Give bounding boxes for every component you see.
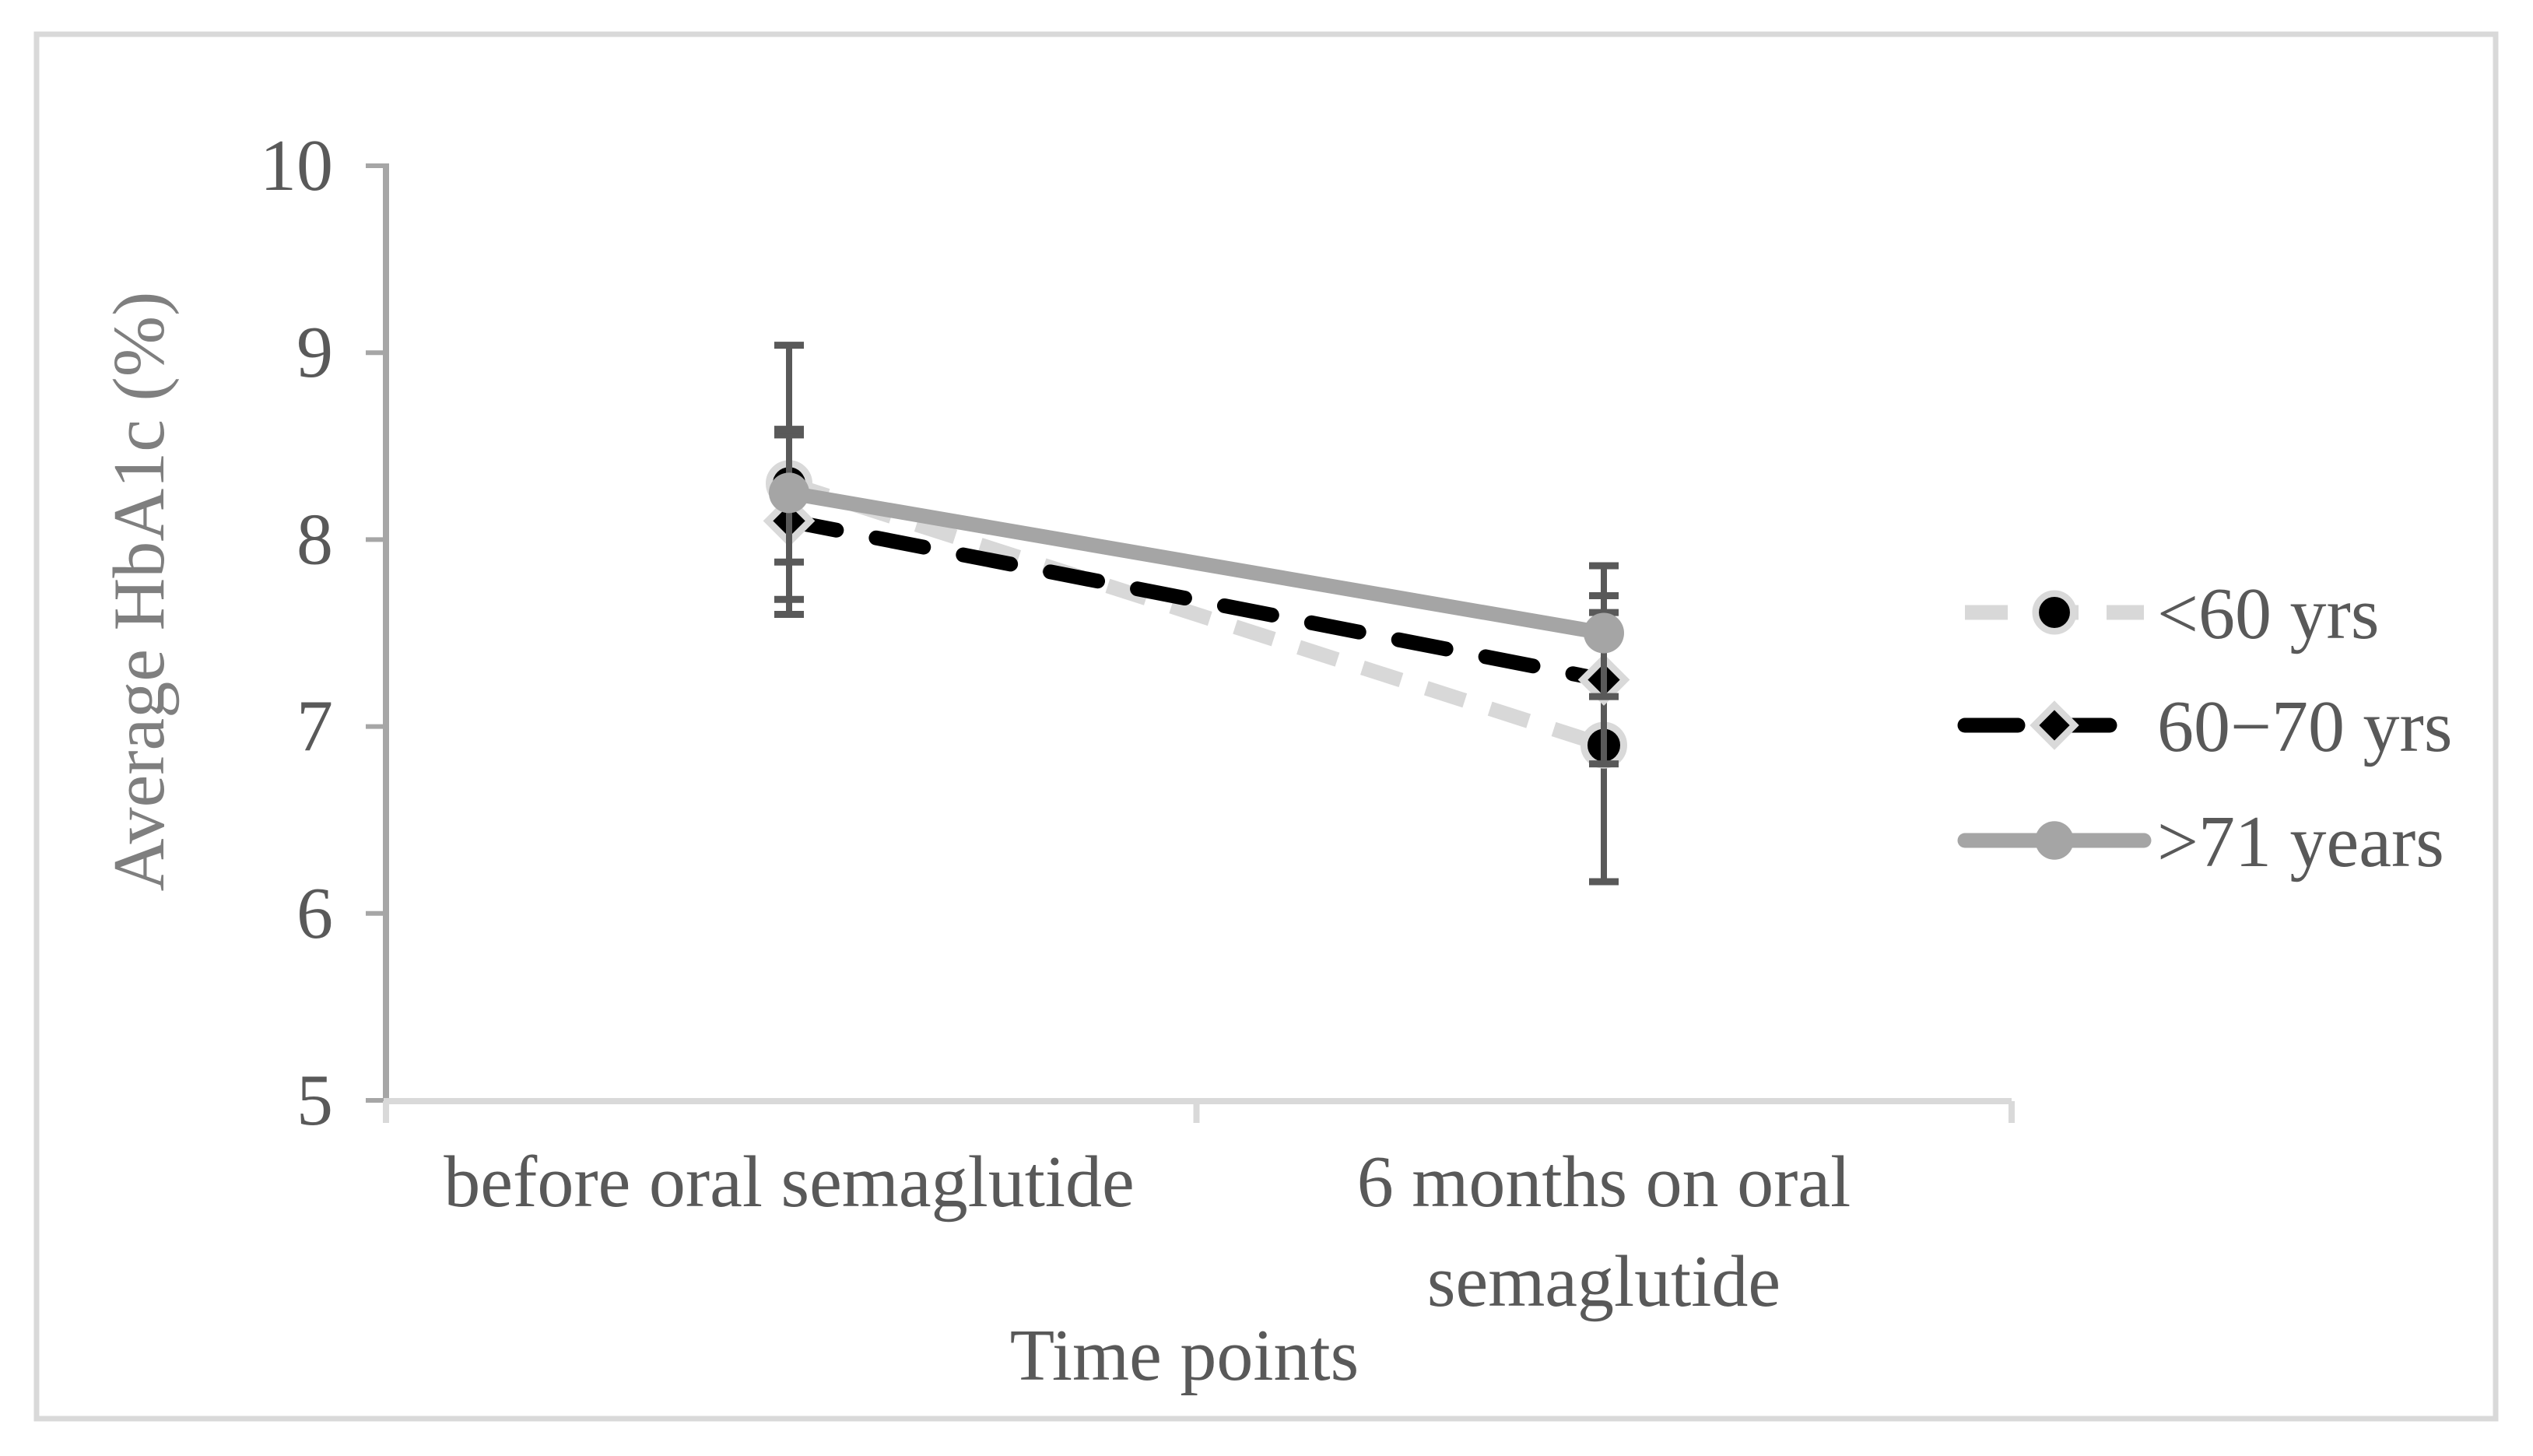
data-point-marker bbox=[2032, 590, 2077, 635]
y-axis-title: Average HbA1c (%) bbox=[99, 292, 180, 892]
legend-item: >71 years bbox=[1957, 802, 2444, 882]
series-line bbox=[781, 485, 1612, 640]
x-axis: before oral semaglutide 6 months on oral s… bbox=[383, 1098, 2015, 1322]
series-line bbox=[787, 476, 1606, 753]
legend-item: 60−70 yrs bbox=[1957, 686, 2452, 767]
x-category-label: before oral semaglutide bbox=[444, 1142, 1134, 1223]
legend-label: <60 yrs bbox=[2157, 574, 2379, 654]
data-point-marker bbox=[2030, 700, 2079, 750]
y-tick-labels: 5 6 7 8 9 10 bbox=[260, 125, 333, 1141]
y-ticks bbox=[366, 163, 386, 1103]
x-ticks bbox=[383, 1101, 2015, 1123]
series-layer bbox=[763, 342, 1630, 886]
y-axis: 5 6 7 8 9 10 bbox=[260, 125, 389, 1141]
y-tick-label: 8 bbox=[296, 499, 333, 580]
data-point-marker bbox=[1584, 612, 1624, 654]
y-tick-label: 5 bbox=[296, 1060, 333, 1141]
data-point-marker bbox=[2035, 821, 2074, 860]
legend: <60 yrs 60−70 yrs >71 years bbox=[1957, 574, 2452, 882]
series bbox=[766, 342, 1627, 886]
legend-label: 60−70 yrs bbox=[2157, 686, 2452, 767]
data-point-marker bbox=[769, 472, 809, 514]
x-category-label: semaglutide bbox=[1427, 1241, 1780, 1322]
y-tick-label: 6 bbox=[296, 873, 333, 954]
legend-item: <60 yrs bbox=[1965, 574, 2379, 654]
legend-label: >71 years bbox=[2157, 802, 2444, 882]
y-tick-label: 9 bbox=[296, 312, 333, 393]
x-category-label: 6 months on oral bbox=[1357, 1142, 1851, 1223]
x-axis-title: Time points bbox=[1010, 1315, 1359, 1396]
x-category-labels: before oral semaglutide 6 months on oral s… bbox=[444, 1142, 1851, 1322]
series bbox=[769, 426, 1624, 700]
series-line bbox=[781, 513, 1612, 688]
figure-border bbox=[33, 31, 2499, 1422]
y-tick-label: 7 bbox=[296, 686, 333, 767]
y-tick-label: 10 bbox=[260, 125, 333, 206]
